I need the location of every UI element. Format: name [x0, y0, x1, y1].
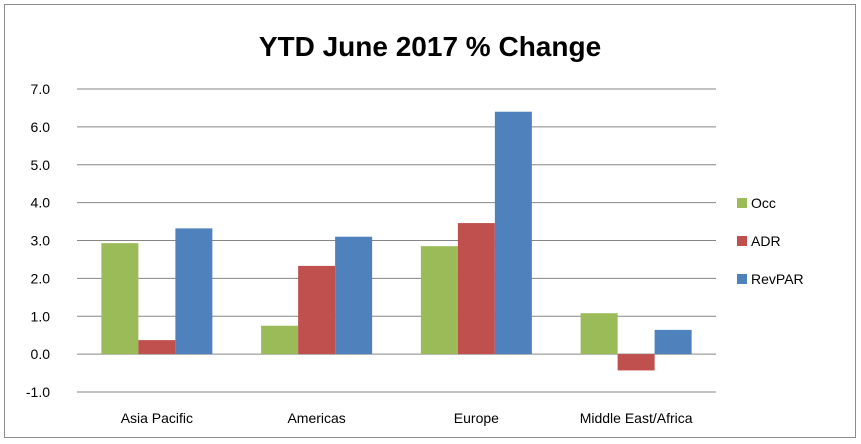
legend-swatch-occ	[737, 198, 747, 208]
x-tick-label: Middle East/Africa	[580, 410, 693, 426]
bar-adr-2	[457, 223, 495, 355]
y-tick-label: 4.0	[31, 195, 51, 211]
bars	[101, 111, 692, 371]
bar-adr-0	[138, 340, 176, 355]
y-tick-label: 0.0	[31, 346, 51, 362]
x-tick-label: Americas	[287, 410, 345, 426]
y-tick-label: 2.0	[31, 270, 51, 286]
y-tick-label: 6.0	[31, 119, 51, 135]
y-tick-label: 5.0	[31, 157, 51, 173]
y-tick-label: -1.0	[26, 384, 50, 400]
y-axis-tick-labels: -1.0 0.0 1.0 2.0 3.0 4.0 5.0 6.0 7.0	[26, 81, 50, 400]
legend-label-revpar: RevPAR	[751, 271, 804, 287]
x-axis-tick-labels: Asia Pacific Americas Europe Middle East/Af…	[121, 410, 693, 426]
legend: Occ ADR RevPAR	[737, 195, 804, 287]
x-tick-label: Asia Pacific	[121, 410, 193, 426]
legend-label-occ: Occ	[751, 195, 776, 211]
y-tick-label: 7.0	[31, 81, 51, 97]
legend-swatch-revpar	[737, 274, 747, 284]
bar-revpar-3	[654, 329, 692, 355]
bar-occ-2	[420, 246, 458, 355]
chart-title: YTD June 2017 % Change	[259, 31, 601, 62]
bar-occ-1	[261, 325, 299, 355]
y-tick-label: 1.0	[31, 308, 51, 324]
legend-swatch-adr	[737, 236, 747, 246]
y-tick-label: 3.0	[31, 233, 51, 249]
bar-revpar-1	[335, 236, 373, 355]
bar-adr-3	[617, 354, 655, 371]
bar-revpar-0	[175, 228, 213, 355]
x-tick-label: Europe	[454, 410, 499, 426]
bar-occ-0	[101, 243, 139, 355]
chart-frame	[4, 4, 856, 438]
bar-adr-1	[298, 265, 336, 355]
bar-occ-3	[580, 313, 618, 355]
bar-revpar-2	[494, 111, 532, 355]
legend-label-adr: ADR	[751, 233, 781, 249]
